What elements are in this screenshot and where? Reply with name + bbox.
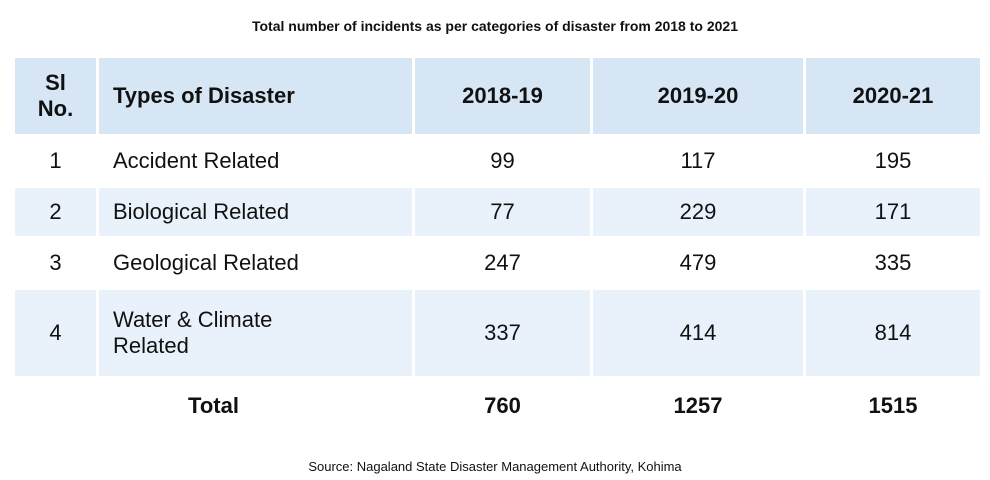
count-cell: 479	[590, 236, 806, 290]
header-row: Sl No. Types of Disaster 2018-19 2019-20 202…	[12, 55, 983, 137]
disaster-type: Biological Related	[96, 185, 415, 239]
table-head: Sl No. Types of Disaster 2018-19 2019-20 202…	[12, 55, 983, 137]
total-row: Total 760 1257 1515	[12, 376, 983, 436]
count-cell: 335	[803, 236, 983, 290]
total-label: Total	[12, 376, 415, 436]
count-cell: 247	[412, 236, 593, 290]
table-row: 2 Biological Related 77 229 171	[12, 185, 983, 239]
header-cell: Types of Disaster	[96, 55, 415, 137]
count-cell: 99	[412, 134, 593, 188]
count-cell: 229	[590, 185, 806, 239]
count-cell: 337	[412, 287, 593, 379]
total-value: 760	[412, 376, 593, 436]
header-cell: 2019-20	[590, 55, 806, 137]
disaster-type: Water & Climate Related	[96, 287, 415, 379]
table-row: 3 Geological Related 247 479 335	[12, 236, 983, 290]
count-cell: 77	[412, 185, 593, 239]
source-note: Source: Nagaland State Disaster Manageme…	[308, 459, 682, 474]
count-cell: 195	[803, 134, 983, 188]
count-cell: 117	[590, 134, 806, 188]
table-title: Total number of incidents as per categor…	[251, 18, 738, 34]
table-body: 1 Accident Related 99 117 195 2 Biological Rel…	[12, 134, 983, 436]
serial-number: 1	[12, 134, 99, 188]
count-cell: 171	[803, 185, 983, 239]
header-cell: Sl No.	[12, 55, 99, 137]
disaster-type: Geological Related	[96, 236, 415, 290]
total-value: 1515	[803, 376, 983, 436]
table-row: 4 Water & Climate Related 337 414 814	[12, 287, 983, 379]
serial-number: 4	[12, 287, 99, 379]
disaster-type: Accident Related	[96, 134, 415, 188]
data-table: Sl No. Types of Disaster 2018-19 2019-20 202…	[12, 55, 983, 436]
serial-number: 2	[12, 185, 99, 239]
header-cell: 2020-21	[803, 55, 983, 137]
header-cell: 2018-19	[412, 55, 593, 137]
table-row: 1 Accident Related 99 117 195	[12, 134, 983, 188]
total-value: 1257	[590, 376, 806, 436]
serial-number: 3	[12, 236, 99, 290]
count-cell: 814	[803, 287, 983, 379]
count-cell: 414	[590, 287, 806, 379]
